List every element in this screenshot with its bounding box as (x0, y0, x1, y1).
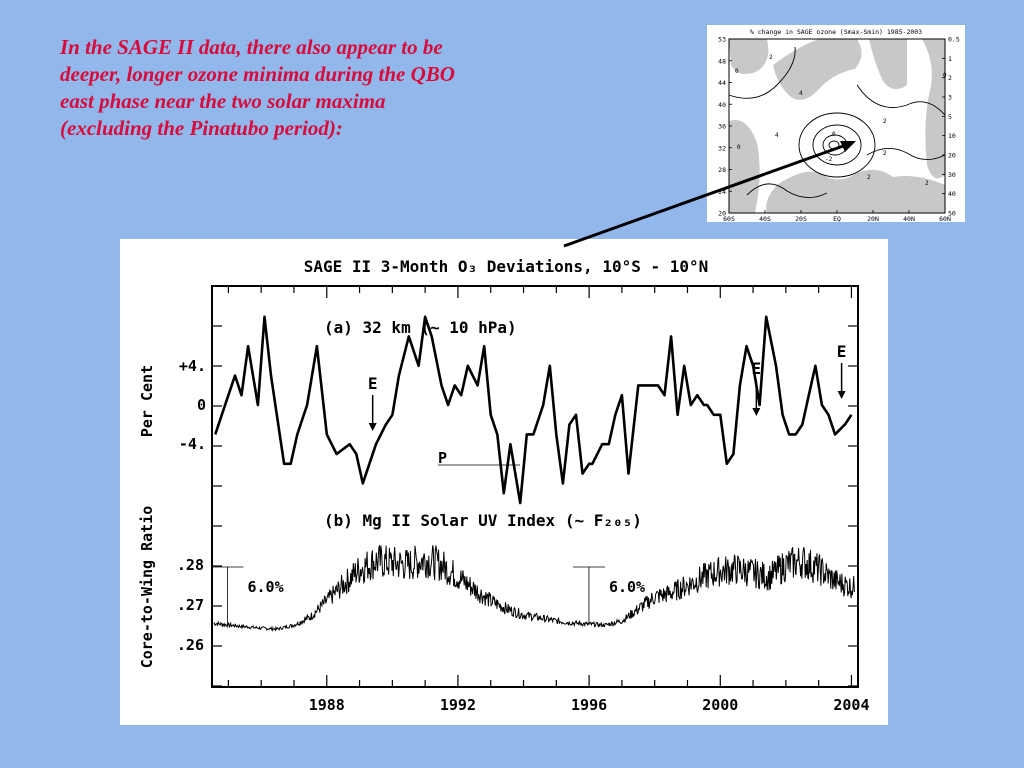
y-tick-label: .27 (177, 596, 204, 614)
inset-contour-label: 0 (737, 144, 741, 151)
inset-left-tick-label: 36 (718, 123, 726, 131)
plot-frame (211, 285, 859, 688)
pinatubo-marker: P (438, 449, 520, 467)
slide-text-line: deeper, longer ozone minima during the Q… (60, 62, 455, 86)
inset-x-tick-label: 20S (795, 215, 807, 222)
east-phase-label: E (368, 374, 378, 393)
inset-x-tick-label: 20N (867, 215, 879, 222)
y-tick-labels-a: +4. 0 -4. (179, 357, 206, 453)
east-phase-annotations: E E E (368, 342, 847, 431)
ozone-deviation-line (214, 315, 853, 505)
panel-b-label: (b) Mg II Solar UV Index (~ F₂₀₅) (324, 511, 642, 530)
pinatubo-label: P (438, 449, 447, 467)
inset-contour-svg: % change in SAGE ozone (Smax-Smin) 1985-… (718, 28, 960, 223)
inset-contour-label: -2 (825, 156, 833, 163)
chart-title: SAGE II 3-Month O₃ Deviations, 10°S - 10… (304, 257, 709, 276)
inset-shade-region (729, 119, 760, 213)
x-tick-labels: 1988 1992 1996 2000 2004 (309, 696, 870, 714)
east-phase-arrowhead (837, 391, 846, 399)
panel-a-label: (a) 32 km (~ 10 hPa) (324, 318, 517, 337)
east-phase-label: E (837, 342, 847, 361)
slide-text-line: east phase near the two solar maxima (60, 89, 386, 113)
percent-change-label: 6.0% (609, 578, 645, 596)
y-axis-label-a: Per Cent (138, 365, 156, 437)
inset-contour-label: 0 (832, 131, 836, 138)
east-phase-arrowhead (368, 423, 377, 431)
inset-left-tick-label: 53 (718, 36, 726, 44)
inset-contour-line (798, 112, 876, 178)
inset-x-tick-label: EQ (833, 215, 841, 222)
y-tick-label: +4. (179, 357, 206, 375)
x-tick-label: 1992 (440, 696, 476, 714)
inset-left-tick-label: 44 (718, 79, 726, 87)
inset-contour-label: 2 (883, 150, 887, 157)
y-tick-label: -4. (179, 435, 206, 453)
inset-shade-region (729, 39, 769, 74)
inset-contour-label: 4 (775, 132, 779, 139)
slide-text-line: (excluding the Pinatubo period): (60, 116, 343, 140)
east-phase-label: E (752, 359, 762, 378)
x-tick-label: 2000 (702, 696, 738, 714)
inset-contour-label: 2 (925, 180, 929, 187)
main-figure: SAGE II 3-Month O₃ Deviations, 10°S - 10… (120, 239, 888, 725)
inset-right-tick-label: 5 (948, 113, 952, 121)
inset-left-tick-label: 48 (718, 57, 726, 65)
inset-contour-label: 0 (735, 68, 739, 75)
mgii-index-line (213, 545, 855, 632)
inset-right-tick-label: 3 (948, 94, 952, 102)
inset-x-tick-label: 60N (939, 215, 951, 222)
inset-right-axis: 0.5 1 2 3 5 10 20 30 40 50 (942, 36, 960, 218)
percent-change-annotations: 6.0% 6.0% (211, 566, 645, 625)
inset-contour-line (866, 148, 946, 160)
x-tick-label: 1996 (571, 696, 607, 714)
inset-right-tick-label: 50 (948, 210, 956, 218)
inset-contour-label: 2 (883, 118, 887, 125)
slide-body-text: In the SAGE II data, there also appear t… (60, 34, 620, 142)
inset-left-tick-label: 32 (718, 144, 726, 152)
x-tick-label: 1988 (309, 696, 345, 714)
x-tick-label: 2004 (833, 696, 869, 714)
inset-left-tick-label: 28 (718, 166, 726, 174)
inset-x-tick-label: 40N (903, 215, 915, 222)
inset-title: % change in SAGE ozone (Smax-Smin) 1985-… (750, 28, 922, 36)
inset-x-tick-label: 40S (759, 215, 771, 222)
inset-left-tick-label: 40 (718, 101, 726, 109)
y-tick-label: 0 (197, 396, 206, 414)
y-tick-labels-b: .28 .27 .26 (177, 556, 204, 654)
inset-left-tick-label: 24 (718, 188, 726, 196)
inset-shade-region (922, 39, 945, 179)
y-axis-label-b: Core-to-Wing Ratio (138, 506, 156, 669)
inset-contour-line (856, 84, 946, 116)
axis-ticks (212, 285, 858, 687)
inset-contour-label: 2 (867, 174, 871, 181)
percent-change-label: 6.0% (248, 578, 284, 596)
inset-right-tick-label: 2 (948, 74, 952, 82)
y-tick-label: .26 (177, 636, 204, 654)
inset-right-tick-label: 0.5 (948, 36, 960, 44)
slide-text-line: In the SAGE II data, there also appear t… (60, 35, 443, 59)
main-chart-svg: SAGE II 3-Month O₃ Deviations, 10°S - 10… (138, 257, 870, 714)
inset-shade-region (869, 39, 907, 90)
inset-contour-label: 2 (769, 54, 773, 61)
east-phase-arrowhead (752, 408, 761, 416)
inset-right-tick-label: 10 (948, 132, 956, 140)
inset-contour-line (728, 46, 796, 99)
inset-right-tick-label: 30 (948, 171, 956, 179)
y-tick-label: .28 (177, 556, 204, 574)
inset-contour-label: 4 (799, 90, 803, 97)
inset-right-tick-label: 1 (948, 55, 952, 63)
inset-x-tick-label: 60S (723, 215, 735, 222)
inset-contour-figure: % change in SAGE ozone (Smax-Smin) 1985-… (707, 25, 965, 223)
inset-right-tick-label: 40 (948, 190, 956, 198)
inset-shade-region (766, 169, 945, 213)
inset-shade-region (773, 39, 862, 100)
inset-right-tick-label: 20 (948, 152, 956, 160)
